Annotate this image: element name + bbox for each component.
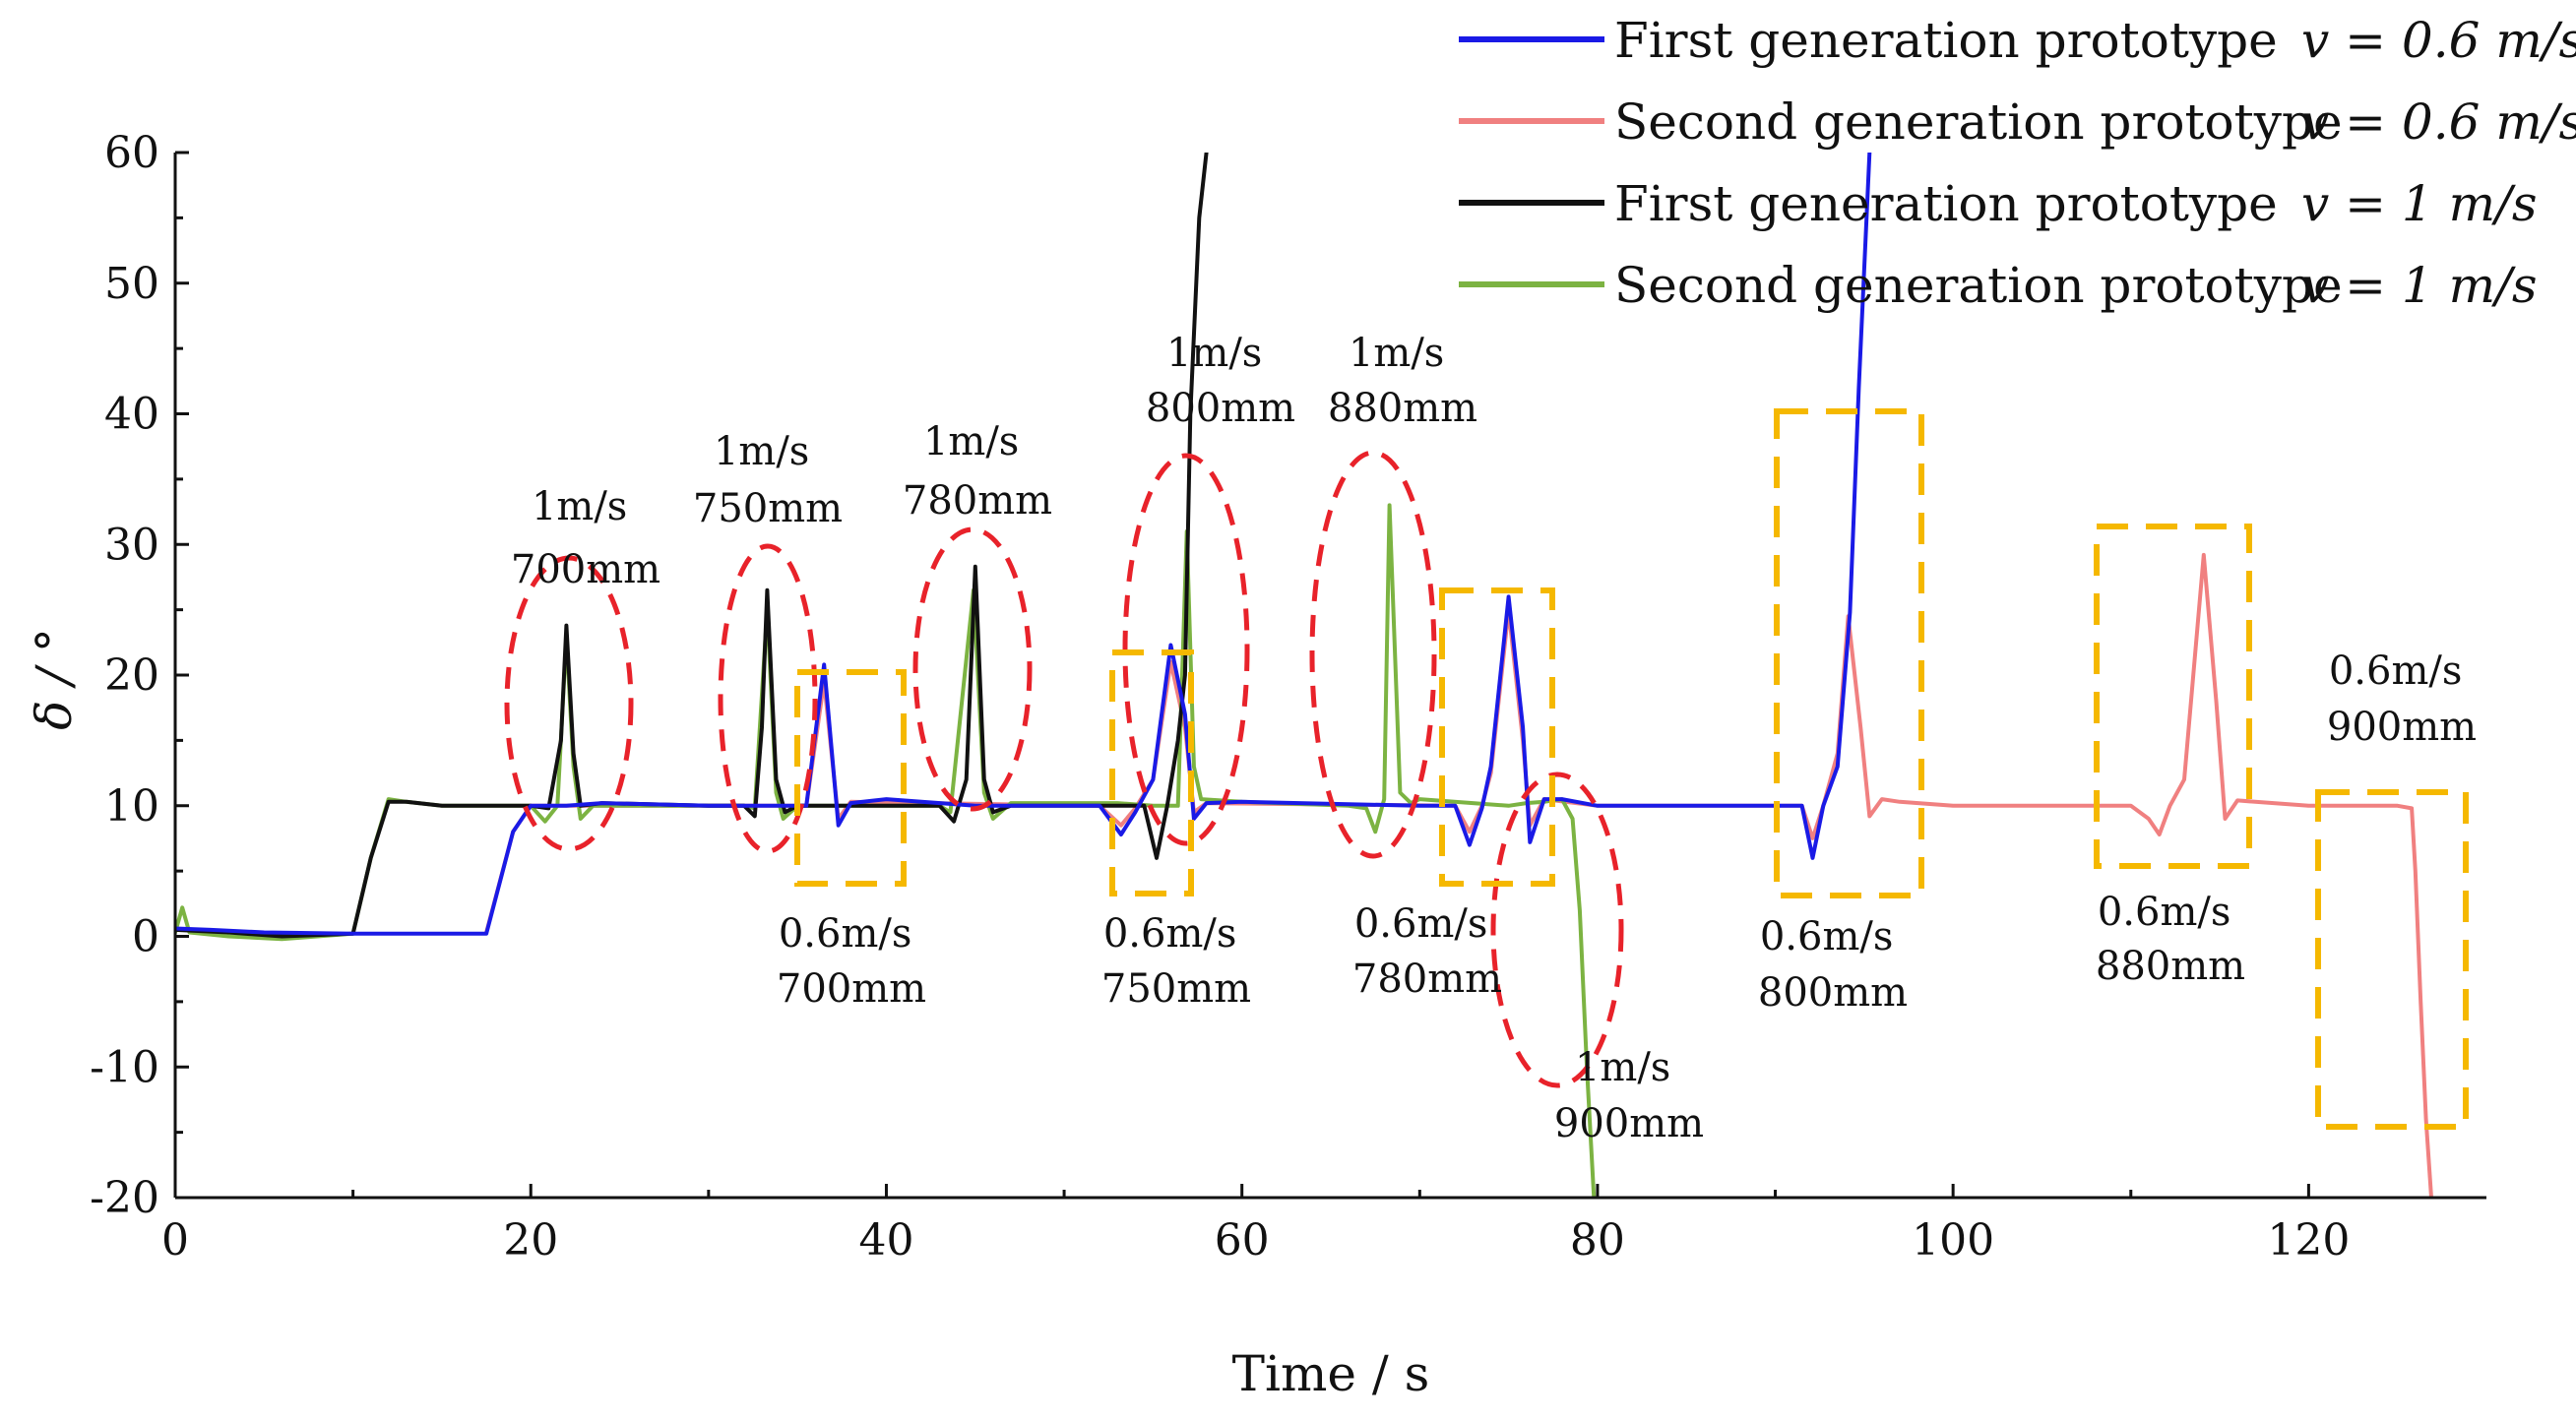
series-first-gen-1-line [175, 153, 1209, 939]
marker-box-06ms-880mm [2094, 524, 2252, 869]
marker-ellipse-1ms-750mm [718, 543, 818, 854]
legend-speed-second-gen-06: v = 0.6 m/s [2301, 93, 2576, 151]
x-tick-label: 20 [503, 1215, 558, 1266]
legend-speed-first-gen-06: v = 0.6 m/s [2301, 12, 2576, 69]
x-tick-label: 100 [1912, 1215, 1994, 1266]
legend-item-second-gen-06: Second generation prototype v = 0.6 m/s [1459, 93, 2576, 151]
y-tick-label: 50 [104, 259, 159, 309]
x-tick-label: 0 [161, 1215, 189, 1266]
marker-ellipse-1ms-880mm [1309, 450, 1437, 859]
x-axis-title: Time / s [1232, 1345, 1430, 1402]
y-axis-title: δ / ° [26, 628, 83, 730]
annotation-layer: 1m/s 700mm 1m/s 750mm 1m/s 780mm 1m/s 80… [504, 331, 2477, 1146]
annotation-1ms-780mm: 1m/s 780mm [903, 419, 1052, 524]
legend-speed-first-gen-1: v = 1 m/s [2301, 175, 2538, 232]
marker-box-06ms-750mm [1109, 649, 1194, 896]
legend-label-first-gen-1: First generation prototype [1614, 175, 2278, 232]
marker-ellipse-1ms-900mm [1490, 772, 1624, 1088]
legend: First generation prototype v = 0.6 m/s S… [1459, 12, 2576, 314]
y-tick-label: 40 [104, 390, 159, 440]
y-tick-label: 20 [104, 650, 159, 701]
y-ticks: -20 -10 0 10 20 30 40 50 60 [90, 128, 189, 1223]
y-tick-label: -20 [90, 1173, 159, 1223]
x-tick-label: 40 [858, 1215, 913, 1266]
marker-ellipse-1ms-780mm [912, 526, 1033, 812]
x-tick-label: 80 [1570, 1215, 1625, 1266]
y-tick-label: 30 [104, 520, 159, 570]
y-tick-label: 10 [104, 781, 159, 832]
legend-label-second-gen-1: Second generation prototype [1614, 257, 2343, 314]
annotation-06ms-700mm: 0.6m/s 700mm [777, 911, 926, 1012]
legend-speed-second-gen-1: v = 1 m/s [2301, 257, 2538, 314]
axes: 0 20 40 60 80 100 120 -20 -10 0 10 20 30 40 50 60 Time… [26, 128, 2486, 1402]
marker-box-06ms-780mm [1439, 587, 1555, 887]
legend-label-first-gen-06: First generation prototype [1614, 12, 2278, 69]
legend-label-second-gen-06: Second generation prototype [1614, 93, 2343, 151]
annotation-1ms-750mm: 1m/s 750mm [693, 429, 843, 531]
series-second-gen-06-line [484, 552, 2433, 1198]
annotation-1ms-880mm: 1m/s 880mm [1328, 331, 1477, 431]
annotation-1ms-900mm: 1m/s 900mm [1554, 1045, 1704, 1146]
marker-ellipse-1ms-700mm [504, 555, 634, 852]
marker-box-06ms-900mm [2315, 789, 2469, 1130]
x-ticks: 0 20 40 60 80 100 120 [161, 1184, 2350, 1266]
y-tick-label: 60 [104, 128, 159, 178]
y-tick-label: 0 [132, 912, 159, 962]
marker-box-06ms-800mm [1774, 408, 1924, 898]
y-tick-label: -10 [90, 1042, 159, 1092]
annotation-06ms-880mm: 0.6m/s 880mm [2096, 890, 2245, 989]
annotation-1ms-800mm: 1m/s 800mm [1146, 331, 1295, 431]
legend-item-first-gen-1: First generation prototype v = 1 m/s [1459, 175, 2538, 232]
annotation-06ms-750mm: 0.6m/s 750mm [1101, 911, 1251, 1012]
annotation-06ms-900mm: 0.6m/s 900mm [2327, 649, 2477, 750]
legend-item-first-gen-06: First generation prototype v = 0.6 m/s [1459, 12, 2576, 69]
series-second-gen-1-line [175, 503, 1597, 1198]
annotation-06ms-800mm: 0.6m/s 800mm [1758, 914, 1908, 1016]
x-tick-label: 60 [1215, 1215, 1270, 1266]
series-first-gen-06-line [175, 153, 1872, 936]
x-tick-label: 120 [2267, 1215, 2350, 1266]
legend-item-second-gen-1: Second generation prototype v = 1 m/s [1459, 257, 2538, 314]
annotation-1ms-700mm: 1m/s 700mm [511, 484, 660, 592]
marker-box-06ms-700mm [794, 669, 907, 887]
annotation-06ms-780mm: 0.6m/s 780mm [1352, 901, 1502, 1002]
